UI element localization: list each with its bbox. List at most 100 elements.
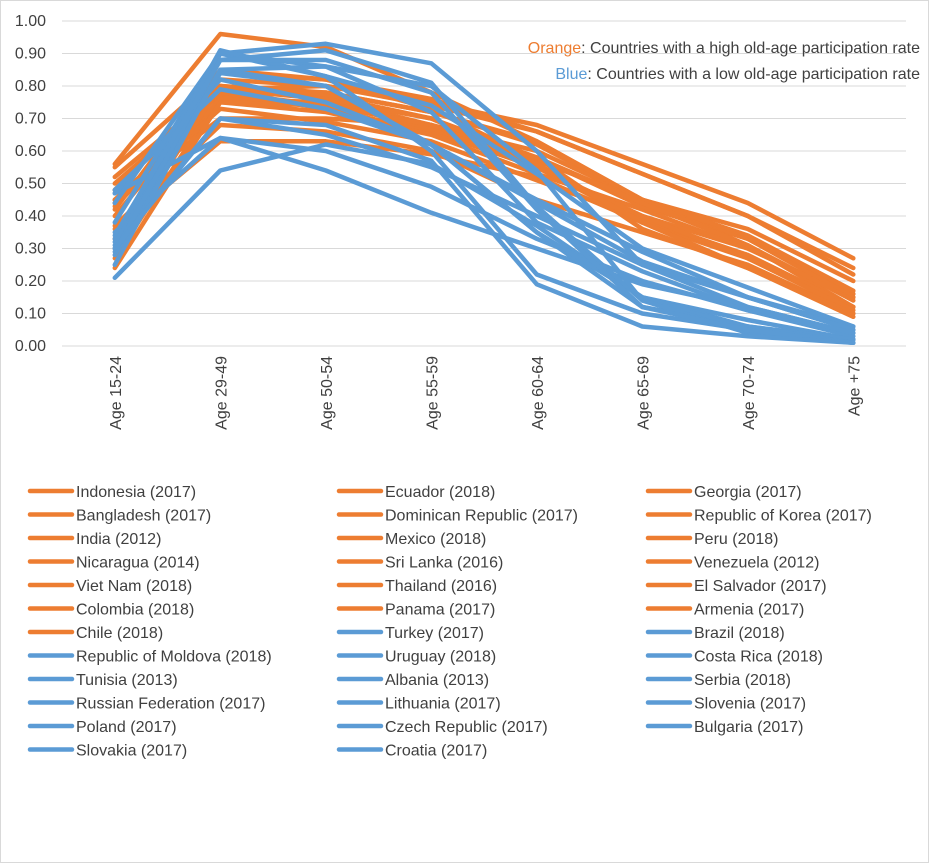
legend-item: Dominican Republic (2017): [336, 508, 578, 525]
legend-label: Bulgaria (2017): [694, 719, 803, 736]
legend-item: Poland (2017): [27, 719, 177, 736]
legend-label: Serbia (2018): [694, 672, 791, 689]
legend-item: Georgia (2017): [645, 484, 802, 501]
y-tick-label: 0.90: [15, 46, 46, 63]
legend-item: Indonesia (2017): [27, 484, 196, 501]
legend-item: Chile (2018): [27, 625, 163, 642]
x-tick-label: Age +75: [846, 356, 863, 416]
y-tick-label: 0.70: [15, 111, 46, 128]
legend-item: Slovenia (2017): [645, 696, 806, 713]
legend-item: Republic of Korea (2017): [645, 508, 872, 525]
legend-item: Albania (2013): [336, 672, 489, 689]
x-tick-label: Age 15-24: [108, 356, 125, 430]
legend-label: Lithuania (2017): [385, 696, 501, 713]
legend-label: Panama (2017): [385, 602, 495, 619]
legend-item: El Salvador (2017): [645, 578, 827, 595]
legend-item: Ecuador (2018): [336, 484, 495, 501]
legend-item: Brazil (2018): [645, 625, 785, 642]
legend-label: Sri Lanka (2016): [385, 555, 503, 572]
legend-label: Republic of Moldova (2018): [76, 649, 272, 666]
legend-label: Chile (2018): [76, 625, 163, 642]
annotation-description: : Countries with a high old-age particip…: [581, 40, 920, 57]
x-tick-label: Age 65-69: [635, 356, 652, 430]
legend-item: Croatia (2017): [336, 743, 487, 760]
legend-label: Bangladesh (2017): [76, 508, 211, 525]
legend-label: El Salvador (2017): [694, 578, 827, 595]
annotations: Orange: Countries with a high old-age pa…: [528, 40, 920, 83]
y-tick-label: 1.00: [15, 13, 46, 30]
legend-label: Mexico (2018): [385, 531, 486, 548]
y-tick-label: 0.00: [15, 338, 46, 355]
legend-label: Slovenia (2017): [694, 696, 806, 713]
series-line: [112, 41, 856, 336]
y-axis-ticks: 0.00 0.10 0.20 0.30 0.40 0.50 0.60 0.70 0.80 0.90…: [15, 13, 46, 355]
legend-label: Peru (2018): [694, 531, 779, 548]
low-participation-series: [112, 41, 856, 346]
legend-label: Dominican Republic (2017): [385, 508, 578, 525]
legend-label: Slovakia (2017): [76, 743, 187, 760]
legend-label: Uruguay (2018): [385, 649, 496, 666]
legend-item: Costa Rica (2018): [645, 649, 823, 666]
legend-item: Panama (2017): [336, 602, 495, 619]
legend-item: India (2012): [27, 531, 161, 548]
legend-label: Croatia (2017): [385, 743, 487, 760]
legend-label: Ecuador (2018): [385, 484, 495, 501]
y-tick-label: 0.40: [15, 208, 46, 225]
y-tick-label: 0.60: [15, 143, 46, 160]
legend-label: Thailand (2016): [385, 578, 497, 595]
legend-item: Nicaragua (2014): [27, 555, 200, 572]
y-tick-label: 0.10: [15, 306, 46, 323]
annotation-text: Orange: Countries with a high old-age pa…: [528, 40, 920, 57]
legend-label: Turkey (2017): [385, 625, 484, 642]
annotation-color-word: Orange: [528, 40, 581, 57]
legend-item: Russian Federation (2017): [27, 696, 265, 713]
annotation-color-word: Blue: [555, 66, 587, 83]
legend-label: Viet Nam (2018): [76, 578, 192, 595]
legend-item: Czech Republic (2017): [336, 719, 548, 736]
annotation-description: : Countries with a low old-age participa…: [587, 66, 920, 83]
legend-label: Venezuela (2012): [694, 555, 819, 572]
annotation-text: Blue: Countries with a low old-age parti…: [555, 66, 920, 83]
legend-label: Tunisia (2013): [76, 672, 178, 689]
y-tick-label: 0.30: [15, 241, 46, 258]
legend-label: Poland (2017): [76, 719, 177, 736]
legend-label: Brazil (2018): [694, 625, 785, 642]
series-line: [112, 142, 856, 342]
series-line: [112, 57, 856, 346]
series-line: [112, 116, 856, 346]
series-line: [112, 31, 856, 294]
x-axis-ticks: Age 15-24 Age 29-49 Age 50-54 Age 55-59 Age …: [108, 356, 864, 430]
legend-label: Czech Republic (2017): [385, 719, 548, 736]
legend-item: Slovakia (2017): [27, 743, 187, 760]
legend-item: Tunisia (2013): [27, 672, 178, 689]
legend-label: Albania (2013): [385, 672, 489, 689]
legend-item: Bulgaria (2017): [645, 719, 803, 736]
legend-item: Lithuania (2017): [336, 696, 501, 713]
legend-label: Colombia (2018): [76, 602, 194, 619]
legend-label: Costa Rica (2018): [694, 649, 823, 666]
legend-label: Republic of Korea (2017): [694, 508, 872, 525]
legend-item: Thailand (2016): [336, 578, 497, 595]
x-tick-label: Age 29-49: [213, 356, 230, 430]
legend-item: Viet Nam (2018): [27, 578, 192, 595]
x-tick-label: Age 60-64: [530, 356, 547, 430]
legend-item: Turkey (2017): [336, 625, 484, 642]
legend-item: Mexico (2018): [336, 531, 486, 548]
x-tick-label: Age 55-59: [424, 356, 441, 430]
legend-item: Armenia (2017): [645, 602, 804, 619]
legend-item: Sri Lanka (2016): [336, 555, 503, 572]
legend-label: India (2012): [76, 531, 161, 548]
x-tick-label: Age 70-74: [741, 356, 758, 430]
legend-item: Republic of Moldova (2018): [27, 649, 272, 666]
x-tick-label: Age 50-54: [319, 356, 336, 430]
legend-item: Venezuela (2012): [645, 555, 819, 572]
legend-label: Georgia (2017): [694, 484, 802, 501]
legend-item: Uruguay (2018): [336, 649, 496, 666]
legend-item: Bangladesh (2017): [27, 508, 211, 525]
legend-item: Serbia (2018): [645, 672, 791, 689]
legend: Indonesia (2017) Ecuador (2018) Georgia (2…: [27, 484, 872, 760]
legend-item: Peru (2018): [645, 531, 779, 548]
y-tick-label: 0.80: [15, 78, 46, 95]
legend-item: Colombia (2018): [27, 602, 194, 619]
legend-label: Russian Federation (2017): [76, 696, 265, 713]
